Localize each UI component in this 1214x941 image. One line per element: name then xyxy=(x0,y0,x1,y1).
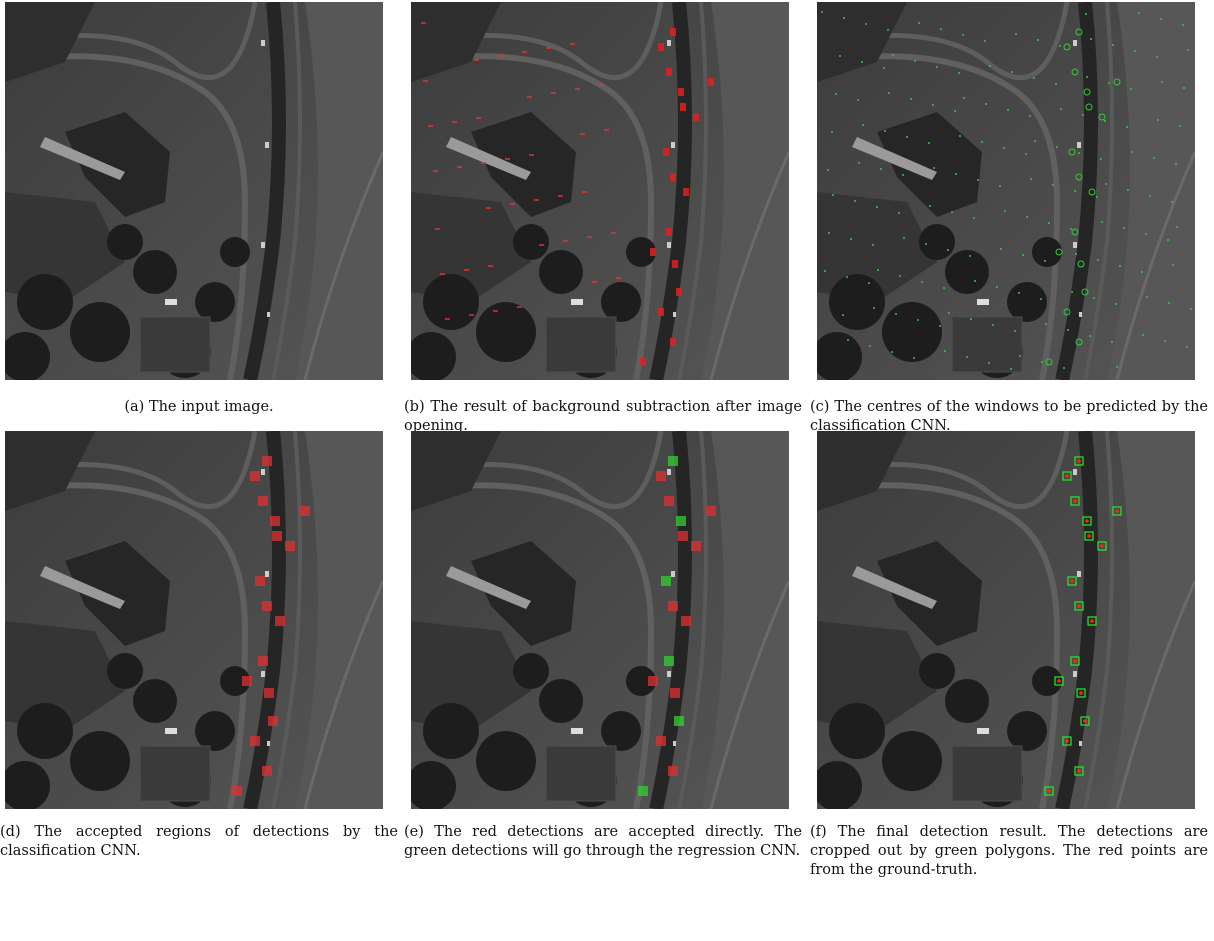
caption: (f) The final detection result. The dete… xyxy=(810,823,1208,880)
caption: (a) The input image. xyxy=(0,398,398,417)
panel-image xyxy=(817,431,1195,809)
panel-image xyxy=(411,431,789,809)
caption: (d) The accepted regions of detections b… xyxy=(0,823,398,861)
panel-image xyxy=(817,2,1195,380)
figure-page: (a) The input image.(b) The result of ba… xyxy=(0,0,1214,941)
panel-image xyxy=(5,2,383,380)
panel-image xyxy=(411,2,789,380)
caption: (e) The red detections are accepted dire… xyxy=(404,823,802,861)
panel-image xyxy=(5,431,383,809)
